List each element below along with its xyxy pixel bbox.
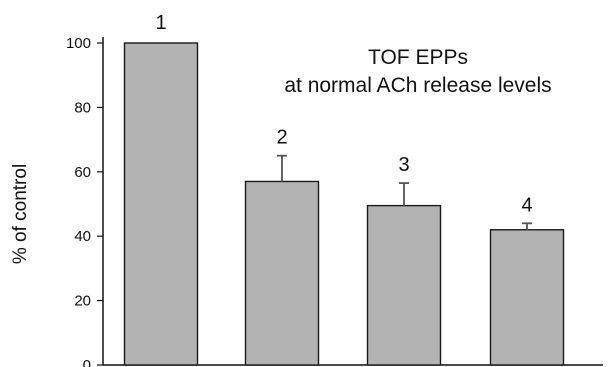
bar-label-3: 3	[398, 154, 409, 176]
y-tick-label: 0	[83, 357, 91, 367]
y-axis-label: % of control	[10, 164, 31, 264]
y-tick-label: 40	[74, 228, 91, 245]
y-tick-label: 20	[74, 293, 91, 310]
y-tick-label: 80	[74, 99, 91, 116]
bar-label-4: 4	[521, 194, 532, 216]
plot-area: 0 20 40 60 80 100 1 2 3 4	[66, 12, 603, 367]
y-tick-label: 100	[66, 35, 91, 52]
chart-subtitle: at normal ACh release levels	[284, 74, 551, 97]
bar-label-1: 1	[155, 12, 166, 34]
chart-title: TOF EPPs	[368, 46, 468, 69]
bar-label-2: 2	[276, 127, 287, 149]
y-tick-label: 60	[74, 164, 91, 181]
bar-4	[489, 229, 565, 366]
bar-3	[366, 204, 442, 366]
bar-2	[244, 180, 320, 366]
bar-1	[123, 42, 199, 366]
